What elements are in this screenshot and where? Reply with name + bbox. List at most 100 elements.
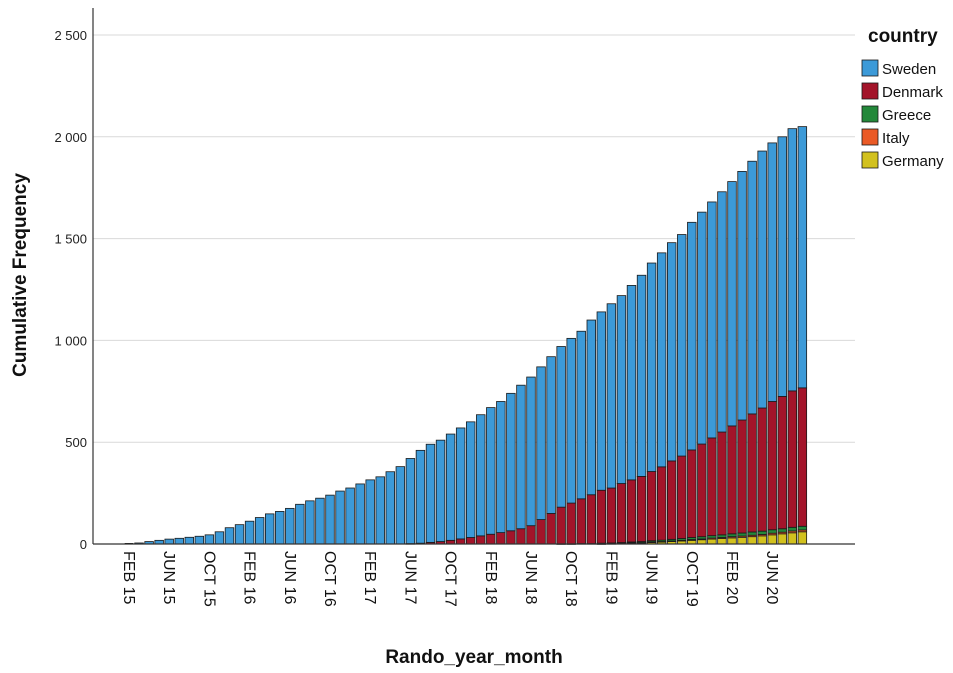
bar-stack <box>717 191 727 545</box>
bar-stack <box>486 407 496 545</box>
bar-sweden <box>727 181 737 427</box>
bar-denmark <box>707 437 717 537</box>
bar-denmark <box>496 532 506 545</box>
bar-greece <box>777 528 787 533</box>
bar-denmark <box>536 519 546 545</box>
bar-stack <box>797 126 808 545</box>
bar-stack <box>526 376 536 545</box>
bar-stack <box>174 537 184 545</box>
bar-stack <box>405 458 416 545</box>
bar-sweden <box>636 274 647 477</box>
bar-germany <box>697 539 707 545</box>
bar-sweden <box>767 142 777 402</box>
bar-denmark <box>797 387 808 527</box>
x-tick-label: FEB 17 <box>361 551 378 604</box>
y-tick-label: 0 <box>80 537 87 552</box>
bar-stack <box>425 443 436 545</box>
x-tick-label: OCT 15 <box>200 551 217 607</box>
bar-stack <box>546 356 556 545</box>
bar-stack <box>204 534 215 545</box>
bar-sweden <box>224 527 235 545</box>
bar-stack <box>264 513 275 545</box>
bar-denmark <box>757 407 767 532</box>
bar-denmark <box>506 530 516 545</box>
bar-stack <box>365 479 375 545</box>
bar-denmark <box>747 413 757 533</box>
bar-sweden <box>697 211 707 445</box>
bar-stack <box>355 483 365 545</box>
bar-stack <box>576 330 586 545</box>
bar-stack <box>656 252 667 545</box>
y-tick-labels: 0 500 1 000 1 500 2 000 2 500 <box>54 28 87 552</box>
y-tick-label: 500 <box>65 435 87 450</box>
bar-denmark <box>616 483 627 543</box>
bar-denmark <box>576 498 586 544</box>
legend-title: country <box>868 26 938 47</box>
x-tick-label: OCT 16 <box>321 551 338 607</box>
bar-denmark <box>687 449 697 538</box>
legend-label-sweden: Sweden <box>882 61 936 78</box>
bar-stack <box>586 319 597 545</box>
bar-denmark <box>465 537 476 545</box>
bar-germany <box>737 536 747 545</box>
bar-sweden <box>737 171 747 421</box>
bar-stack <box>536 366 546 545</box>
bar-stack <box>254 517 265 545</box>
bar-denmark <box>636 476 647 542</box>
bar-stack <box>395 466 406 545</box>
bar-sweden <box>275 511 285 545</box>
legend-swatch-germany <box>861 151 879 169</box>
bar-sweden <box>757 150 767 409</box>
bar-stack <box>606 303 617 545</box>
bar-sweden <box>546 356 556 514</box>
bar-denmark <box>586 494 597 544</box>
bar-sweden <box>455 427 466 540</box>
x-tick-label: FEB 19 <box>602 551 619 604</box>
bar-stack <box>556 346 566 545</box>
bar-germany <box>747 536 757 545</box>
bar-greece <box>797 525 808 531</box>
bar-sweden <box>656 252 667 468</box>
bar-denmark <box>656 466 667 541</box>
bar-sweden <box>325 494 335 545</box>
bar-sweden <box>285 507 295 545</box>
bar-stack <box>465 421 476 545</box>
bar-sweden <box>576 330 586 500</box>
bar-stack <box>616 295 627 545</box>
bar-sweden <box>445 433 456 541</box>
bar-denmark <box>767 401 777 531</box>
bar-sweden <box>677 234 687 457</box>
bar-sweden <box>254 517 265 545</box>
x-tick-label: FEB 20 <box>723 551 740 604</box>
bar-sweden <box>596 311 607 491</box>
bar-stack <box>516 384 526 545</box>
bar-stack <box>566 337 576 545</box>
bar-sweden <box>646 262 657 472</box>
bar-denmark <box>646 471 657 542</box>
bar-sweden <box>687 221 697 451</box>
bar-sweden <box>435 439 446 542</box>
y-tick-label: 1 500 <box>54 232 87 247</box>
bar-sweden <box>184 536 195 545</box>
legend: country Sweden Denmark Greece Italy Germany <box>861 26 944 170</box>
bar-sweden <box>465 421 476 538</box>
bar-stack <box>234 524 245 545</box>
bar-sweden <box>194 535 205 545</box>
bar-stack <box>445 433 456 545</box>
x-tick-label: JUN 17 <box>401 551 418 604</box>
bar-sweden <box>244 520 255 545</box>
bar-sweden <box>395 466 406 545</box>
bar-sweden <box>787 128 798 392</box>
bar-sweden <box>204 534 215 545</box>
bar-stack <box>506 392 516 545</box>
bar-stack <box>787 128 798 545</box>
bar-stack <box>596 311 607 545</box>
legend-label-denmark: Denmark <box>882 84 943 101</box>
bar-denmark <box>717 431 727 536</box>
bar-stack <box>415 449 426 545</box>
bar-stack <box>345 487 355 545</box>
bar-sweden <box>486 407 496 535</box>
x-tick-label: JUN 18 <box>522 551 539 604</box>
bar-sweden <box>425 443 436 543</box>
bar-sweden <box>526 376 536 527</box>
